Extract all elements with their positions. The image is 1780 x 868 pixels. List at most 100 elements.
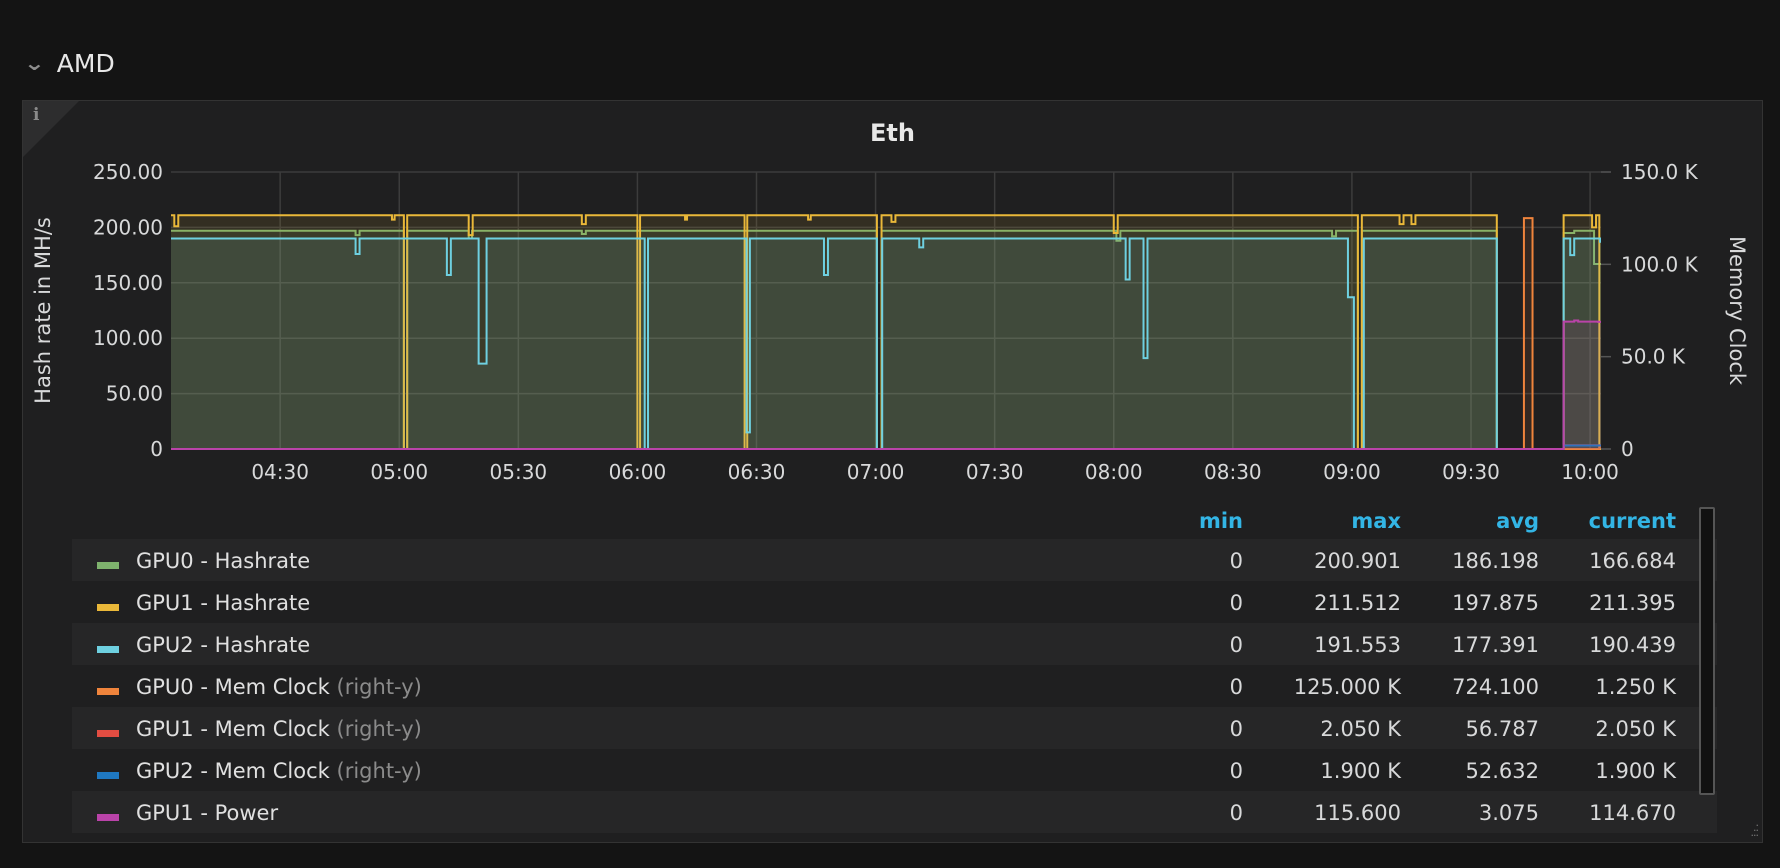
series-color-swatch[interactable] [97,772,119,779]
legend-series-name[interactable]: GPU0 - Hashrate [136,549,310,573]
row-header-amd[interactable]: ⌄ AMD [23,46,115,80]
legend-header-avg[interactable]: avg [1496,509,1539,533]
y-tick-label: 200.00 [93,215,163,239]
legend-row[interactable]: GPU0 - Hashrate 0 200.901 186.198 166.68… [72,539,1717,581]
legend-header-min[interactable]: min [1198,509,1243,533]
resize-handle-icon[interactable]: · ·· ··· [1750,819,1759,842]
x-tick-label: 04:30 [251,460,309,484]
legend-avg: 177.391 [1452,633,1539,657]
legend-series-name[interactable]: GPU2 - Hashrate [136,633,310,657]
legend-current: 166.684 [1589,549,1676,573]
legend-avg: 52.632 [1465,759,1539,783]
legend-max: 125.000 K [1293,675,1401,699]
legend-avg: 56.787 [1465,717,1539,741]
legend-header: min max avg current [72,503,1717,539]
series-color-swatch[interactable] [97,814,119,821]
legend-row[interactable]: GPU1 - Hashrate 0 211.512 197.875 211.39… [72,581,1717,623]
legend-series-name[interactable]: GPU1 - Power [136,801,278,825]
x-tick-label: 08:30 [1204,460,1262,484]
legend-min: 0 [1229,801,1243,825]
legend-row[interactable]: GPU2 - Hashrate 0 191.553 177.391 190.43… [72,623,1717,665]
series-line-gpu1-hashrate [171,214,1601,450]
series-fill-gpu1-hashrate [171,215,1601,449]
series-color-swatch[interactable] [97,688,119,695]
legend-avg: 3.075 [1478,801,1539,825]
legend-series-name[interactable]: GPU2 - Mem Clock (right-y) [136,759,422,783]
y2-tick-label: 100.0 K [1621,252,1699,276]
x-tick-label: 08:00 [1085,460,1143,484]
legend-series-name[interactable]: GPU1 - Mem Clock (right-y) [136,717,422,741]
legend-current: 2.050 K [1595,717,1676,741]
y-tick-label: 100.00 [93,326,163,350]
axis-suffix: (right-y) [336,759,422,783]
legend-series-name[interactable]: GPU1 - Hashrate [136,591,310,615]
legend-current: 190.439 [1589,633,1676,657]
x-tick-label: 06:00 [609,460,667,484]
panel-title[interactable]: Eth [870,119,915,147]
chevron-down-icon[interactable]: ⌄ [23,51,46,75]
series-color-swatch[interactable] [97,562,119,569]
series-name: GPU1 - Power [136,801,279,825]
legend-max: 211.512 [1314,591,1401,615]
y2-tick-label: 50.0 K [1621,345,1686,369]
series-color-swatch[interactable] [97,646,119,653]
y-axis-label: Hash rate in MH/s [31,217,55,404]
legend-current: 1.250 K [1595,675,1676,699]
y2-tick-label: 150.0 K [1621,160,1699,184]
y-tick-label: 250.00 [93,160,163,184]
y-tick-label: 50.00 [106,382,163,406]
axis-suffix: (right-y) [336,675,422,699]
legend-min: 0 [1229,759,1243,783]
series-color-swatch[interactable] [97,730,119,737]
legend-max: 191.553 [1314,633,1401,657]
x-tick-label: 06:30 [728,460,786,484]
legend-scrollbar[interactable] [1699,507,1715,795]
y-tick-label: 0 [150,437,163,461]
graph-panel: i Eth 0 50.00 100.00 150.00 200.00 250.00 04:3… [22,100,1763,843]
row-title: AMD [56,48,115,78]
series-fill-gpu0-hashrate [171,230,1601,449]
series-name: GPU2 - Hashrate [136,633,311,657]
series-line-gpu0-mem-clock [171,217,1601,450]
series-name: GPU1 - Hashrate [136,591,311,615]
legend-max: 200.901 [1314,549,1401,573]
x-tick-label: 05:30 [490,460,548,484]
legend-min: 0 [1229,675,1243,699]
x-tick-label: 07:30 [966,460,1024,484]
x-tick-label: 09:00 [1323,460,1381,484]
legend-max: 2.050 K [1320,717,1401,741]
y2-axis-label: Memory Clock [1725,236,1749,386]
legend-max: 1.900 K [1320,759,1401,783]
y2-tick-label: 0 [1621,437,1634,461]
legend-min: 0 [1229,591,1243,615]
legend-row[interactable]: GPU2 - Mem Clock (right-y) 0 1.900 K 52.… [72,749,1717,791]
series-name: GPU0 - Mem Clock [136,675,330,699]
series-name: GPU1 - Mem Clock [136,717,330,741]
info-icon[interactable]: i [33,105,40,125]
legend-header-max[interactable]: max [1351,509,1401,533]
legend-current: 1.900 K [1595,759,1676,783]
legend-series-name[interactable]: GPU0 - Mem Clock (right-y) [136,675,422,699]
x-tick-label: 05:00 [370,460,428,484]
x-tick-label: 09:30 [1442,460,1500,484]
series-fill-gpu2-hashrate [171,238,1601,449]
x-tick-label: 10:00 [1561,460,1619,484]
x-tick-label: 07:00 [847,460,905,484]
series-name: GPU2 - Mem Clock [136,759,330,783]
chart-svg[interactable]: 0 50.00 100.00 150.00 200.00 250.00 04:30 05:00… [23,101,1764,501]
legend-min: 0 [1229,633,1243,657]
axis-suffix: (right-y) [336,717,422,741]
legend-row[interactable]: GPU1 - Mem Clock (right-y) 0 2.050 K 56.… [72,707,1717,749]
legend-row[interactable]: GPU1 - Power 0 115.600 3.075 114.670 [72,791,1717,833]
legend-min: 0 [1229,717,1243,741]
legend-header-current[interactable]: current [1588,509,1676,533]
series-color-swatch[interactable] [97,604,119,611]
legend-current: 114.670 [1589,801,1676,825]
panel-info-corner[interactable] [23,101,79,157]
legend-row[interactable]: GPU0 - Mem Clock (right-y) 0 125.000 K 7… [72,665,1717,707]
legend-current: 211.395 [1589,591,1676,615]
y-tick-label: 150.00 [93,271,163,295]
series-line-gpu1-power [171,319,1601,450]
legend-max: 115.600 [1314,801,1401,825]
series-name: GPU0 - Hashrate [136,549,311,573]
